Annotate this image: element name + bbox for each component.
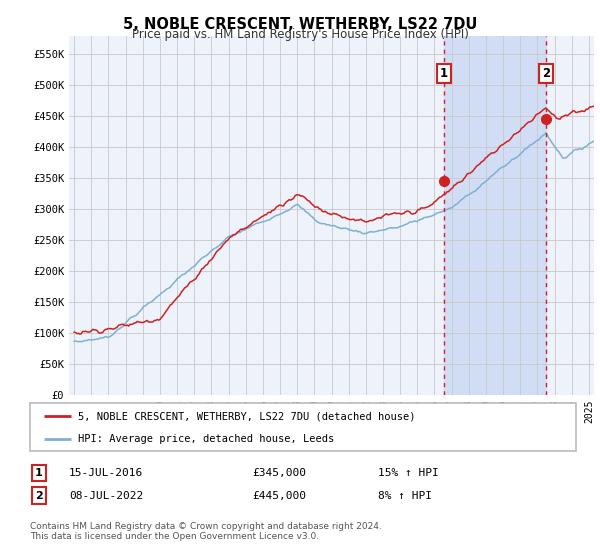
Text: £445,000: £445,000 bbox=[252, 491, 306, 501]
Text: 5, NOBLE CRESCENT, WETHERBY, LS22 7DU (detached house): 5, NOBLE CRESCENT, WETHERBY, LS22 7DU (d… bbox=[78, 411, 416, 421]
Text: 5, NOBLE CRESCENT, WETHERBY, LS22 7DU: 5, NOBLE CRESCENT, WETHERBY, LS22 7DU bbox=[123, 17, 477, 32]
Text: 1: 1 bbox=[440, 67, 448, 80]
Text: £345,000: £345,000 bbox=[252, 468, 306, 478]
Text: Contains HM Land Registry data © Crown copyright and database right 2024.
This d: Contains HM Land Registry data © Crown c… bbox=[30, 522, 382, 542]
Text: Price paid vs. HM Land Registry's House Price Index (HPI): Price paid vs. HM Land Registry's House … bbox=[131, 28, 469, 41]
Text: 2: 2 bbox=[35, 491, 43, 501]
Text: 15% ↑ HPI: 15% ↑ HPI bbox=[378, 468, 439, 478]
FancyBboxPatch shape bbox=[30, 403, 576, 451]
Text: HPI: Average price, detached house, Leeds: HPI: Average price, detached house, Leed… bbox=[78, 434, 334, 444]
Text: 8% ↑ HPI: 8% ↑ HPI bbox=[378, 491, 432, 501]
Text: 1: 1 bbox=[35, 468, 43, 478]
Text: 15-JUL-2016: 15-JUL-2016 bbox=[69, 468, 143, 478]
Bar bbox=[444, 36, 547, 395]
Text: 08-JUL-2022: 08-JUL-2022 bbox=[69, 491, 143, 501]
Text: 2: 2 bbox=[542, 67, 550, 80]
